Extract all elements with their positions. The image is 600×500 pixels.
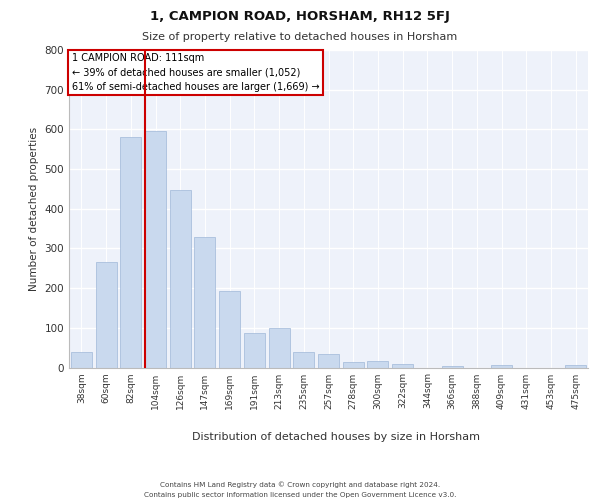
Bar: [491, 365, 512, 368]
Bar: [293, 352, 314, 368]
Y-axis label: Number of detached properties: Number of detached properties: [29, 126, 39, 291]
Bar: [269, 328, 290, 368]
Text: Contains HM Land Registry data © Crown copyright and database right 2024.
Contai: Contains HM Land Registry data © Crown c…: [144, 482, 456, 498]
Text: 1, CAMPION ROAD, HORSHAM, RH12 5FJ: 1, CAMPION ROAD, HORSHAM, RH12 5FJ: [150, 10, 450, 23]
Bar: [120, 138, 141, 368]
Text: 1 CAMPION ROAD: 111sqm
← 39% of detached houses are smaller (1,052)
61% of semi-: 1 CAMPION ROAD: 111sqm ← 39% of detached…: [71, 53, 319, 92]
Bar: [565, 365, 586, 368]
Bar: [145, 130, 166, 368]
Bar: [244, 334, 265, 368]
Text: Distribution of detached houses by size in Horsham: Distribution of detached houses by size …: [192, 432, 480, 442]
Text: Size of property relative to detached houses in Horsham: Size of property relative to detached ho…: [142, 32, 458, 42]
Bar: [392, 364, 413, 368]
Bar: [318, 354, 339, 368]
Bar: [219, 291, 240, 368]
Bar: [170, 190, 191, 368]
Bar: [343, 362, 364, 368]
Bar: [71, 352, 92, 368]
Bar: [367, 361, 388, 368]
Bar: [442, 366, 463, 368]
Bar: [194, 238, 215, 368]
Bar: [95, 262, 116, 368]
